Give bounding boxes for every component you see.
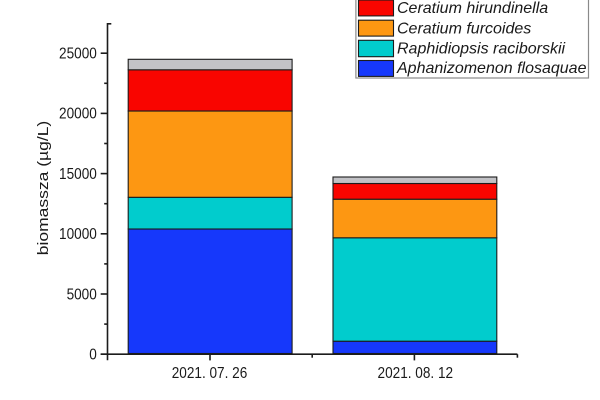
svg-text:biomassza (µg/L): biomassza (µg/L) (35, 121, 51, 256)
svg-text:15000: 15000 (59, 166, 97, 183)
svg-text:Ceratium furcoides: Ceratium furcoides (397, 20, 531, 37)
svg-text:25000: 25000 (59, 46, 97, 63)
svg-text:5000: 5000 (67, 286, 97, 303)
svg-text:10000: 10000 (59, 226, 97, 243)
svg-text:20000: 20000 (59, 106, 97, 123)
svg-text:Aphanizomenon flosaquae: Aphanizomenon flosaquae (396, 60, 587, 77)
svg-text:0: 0 (89, 347, 97, 364)
svg-text:Ceratium hirundinella: Ceratium hirundinella (397, 0, 548, 17)
svg-text:2021. 08. 12: 2021. 08. 12 (378, 365, 454, 382)
svg-text:Raphidiopsis raciborskii: Raphidiopsis raciborskii (397, 40, 566, 57)
svg-text:2021. 07. 26: 2021. 07. 26 (172, 365, 248, 382)
